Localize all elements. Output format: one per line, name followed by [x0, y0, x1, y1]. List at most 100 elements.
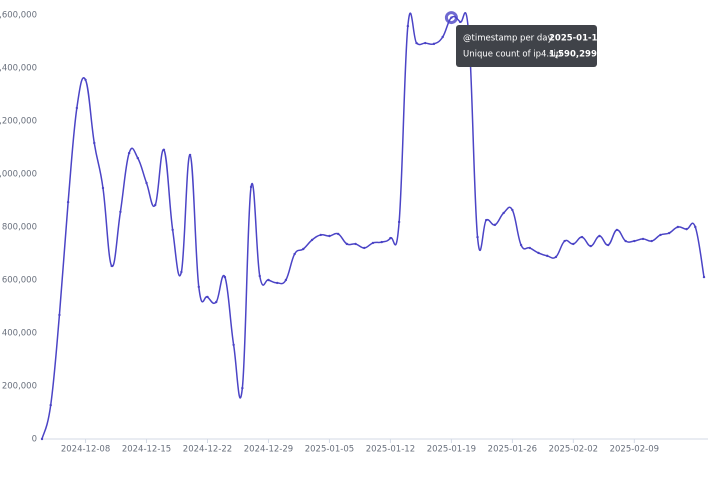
point	[110, 264, 113, 268]
point	[659, 233, 662, 237]
point	[336, 232, 340, 236]
point	[598, 234, 601, 238]
point	[75, 106, 79, 110]
point	[345, 242, 349, 246]
point	[84, 78, 87, 82]
point	[546, 254, 549, 258]
point	[371, 241, 375, 245]
point	[415, 41, 418, 45]
x-tick-label: 2024-12-29	[244, 445, 293, 455]
y-tick-label: 200,000	[2, 382, 37, 392]
point	[537, 251, 540, 255]
point	[502, 211, 505, 215]
point	[650, 239, 653, 243]
point	[554, 255, 558, 259]
y-tick-label: 1,400,000	[0, 64, 37, 74]
point	[171, 228, 174, 232]
y-tick-label: 400,000	[2, 329, 37, 339]
point	[154, 203, 157, 207]
point	[633, 239, 636, 243]
point	[441, 35, 444, 39]
x-tick-label: 2024-12-15	[122, 445, 171, 455]
point	[136, 156, 140, 160]
point	[572, 242, 575, 246]
point	[485, 218, 488, 222]
point	[694, 225, 697, 229]
y-tick-label: 1,000,000	[0, 170, 37, 180]
point	[249, 185, 253, 189]
y-tick-label: 1,200,000	[0, 117, 37, 127]
point	[519, 243, 523, 247]
y-tick-label: 0	[32, 435, 37, 445]
line	[41, 11, 705, 440]
point	[206, 295, 209, 299]
point	[275, 281, 279, 285]
x-tick-label: 2025-02-02	[549, 445, 598, 455]
point	[180, 270, 183, 274]
point	[606, 243, 610, 247]
x-tick-label: 2024-12-22	[183, 445, 232, 455]
point	[397, 220, 401, 224]
point	[641, 237, 645, 241]
point	[66, 200, 70, 204]
point	[676, 225, 680, 229]
tooltip-title: @timestamp per day	[463, 34, 553, 44]
y-tick-label: 600,000	[2, 276, 37, 286]
point	[101, 186, 105, 190]
point	[58, 313, 61, 317]
point	[563, 239, 566, 243]
point	[241, 386, 244, 390]
point	[702, 275, 706, 279]
y-tick-label: 800,000	[2, 223, 37, 233]
point	[49, 403, 52, 407]
tooltip-box	[456, 25, 597, 67]
point	[624, 239, 627, 243]
point	[380, 240, 383, 244]
point	[188, 153, 192, 157]
point	[580, 235, 584, 239]
point	[310, 238, 314, 242]
x-tick-label: 2025-02-09	[610, 445, 659, 455]
point	[127, 151, 131, 155]
point	[328, 234, 331, 238]
point	[258, 274, 261, 278]
point	[424, 41, 427, 45]
x-tick-label: 2025-01-12	[366, 445, 415, 455]
point	[493, 223, 497, 227]
tooltip-date: 2025-01-19	[549, 34, 603, 44]
point	[589, 244, 592, 248]
point	[302, 247, 305, 251]
point	[223, 275, 227, 279]
point	[215, 300, 218, 304]
point	[615, 228, 619, 232]
point	[319, 233, 322, 237]
point	[284, 278, 288, 282]
point	[354, 242, 357, 246]
point	[406, 24, 410, 28]
point	[119, 210, 122, 214]
point	[685, 227, 688, 231]
point	[667, 231, 671, 235]
point	[162, 148, 166, 152]
point	[432, 42, 436, 46]
point	[267, 278, 270, 282]
point	[389, 236, 392, 240]
point	[293, 252, 296, 256]
point	[511, 208, 514, 212]
point	[458, 20, 462, 24]
point	[93, 141, 96, 145]
y-tick-label: 1,600,000	[0, 11, 37, 21]
point	[476, 235, 479, 239]
point	[363, 246, 366, 250]
highlight-point	[444, 11, 458, 25]
x-tick-label: 2024-12-08	[61, 445, 110, 455]
point	[232, 343, 235, 347]
tooltip-series: Unique count of ip4.sip	[463, 50, 561, 60]
point	[145, 181, 148, 185]
x-tick-label: 2025-01-26	[488, 445, 537, 455]
point	[197, 285, 200, 289]
x-tick-label: 2025-01-05	[305, 445, 354, 455]
point	[450, 16, 453, 19]
